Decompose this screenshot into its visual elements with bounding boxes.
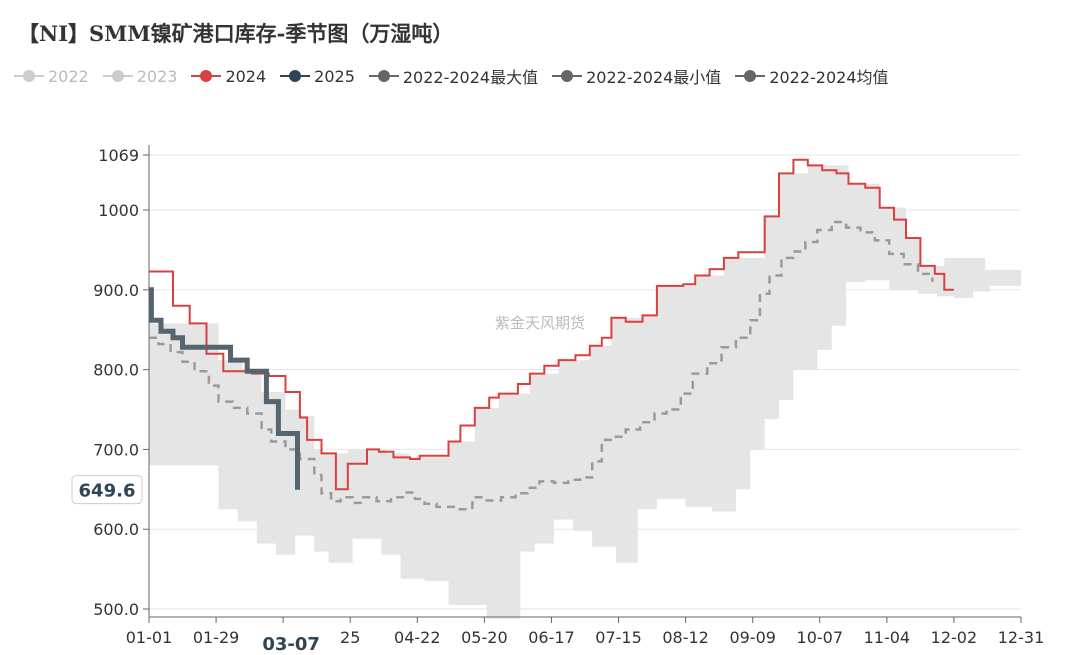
legend-item-0[interactable]: 2022 (14, 67, 89, 86)
legend-marker-icon (552, 70, 583, 82)
x-tick-label: 12-02 (931, 628, 978, 647)
y-tick-label: 900.0 (93, 281, 139, 300)
x-tick-label: 01-01 (126, 628, 173, 647)
legend-marker-icon (735, 70, 766, 82)
y-tick-label: 800.0 (93, 361, 139, 380)
chart-legend: 2022 2023 2024 2025 2022-2024最大值 2022-2024最小值… (14, 64, 903, 88)
x-tick-label: 06-17 (528, 628, 575, 647)
min-max-band (149, 165, 1021, 619)
legend-label: 2022 (48, 66, 89, 86)
series-line-2022-2024均值 (149, 220, 934, 511)
x-tick-label: 05-20 (461, 628, 508, 647)
legend-marker-icon (280, 70, 311, 82)
x-tick-label: 09-09 (729, 628, 776, 647)
x-tick-label: 04-22 (394, 628, 441, 647)
x-tick-label: 01-29 (193, 628, 240, 647)
y-tick-label: 1000 (98, 201, 139, 220)
x-tick-label: 10-07 (797, 628, 844, 647)
x-tick-label: 12-31 (998, 628, 1045, 647)
legend-marker-icon (14, 70, 44, 82)
legend-marker-icon (102, 70, 133, 82)
x-tick-label: 25 (340, 628, 360, 647)
legend-item-5[interactable]: 2022-2024最小值 (552, 64, 721, 88)
y-tick-label: 1069 (98, 146, 139, 165)
series-line-2024 (149, 158, 954, 491)
legend-label: 2024 (225, 66, 267, 86)
x-pointer-label: 03-07 (245, 631, 322, 655)
y-pointer-box (71, 475, 143, 505)
series-line-2025 (148, 287, 300, 490)
x-pointer-text: 03-07 (262, 634, 320, 655)
x-tick-label: 08-12 (662, 628, 709, 647)
legend-item-1[interactable]: 2023 (102, 66, 178, 86)
y-pointer-label: 649.6 (71, 475, 143, 505)
y-pointer-text: 649.6 (79, 481, 136, 502)
legend-item-3[interactable]: 2025 (280, 67, 355, 86)
y-tick-label: 500.0 (93, 600, 139, 619)
legend-item-2[interactable]: 2024 (191, 67, 266, 86)
legend-label: 2022-2024最大值 (402, 68, 539, 87)
legend-marker-icon (368, 70, 399, 82)
x-pointer-box (245, 631, 322, 655)
legend-item-6[interactable]: 2022-2024均值 (735, 64, 889, 88)
legend-label: 2022-2024均值 (769, 68, 889, 87)
chart-title: 【NI】SMM镍矿港口库存-季节图（万湿吨） (18, 21, 454, 46)
x-tick-label: 07-15 (595, 628, 642, 647)
legend-label: 2022-2024最小值 (586, 68, 722, 87)
legend-item-4[interactable]: 2022-2024最大值 (368, 64, 539, 88)
y-tick-label: 700.0 (93, 440, 139, 459)
x-tick-label: 11-04 (864, 628, 911, 647)
y-tick-label: 600.0 (93, 520, 139, 539)
legend-label: 2023 (136, 66, 178, 86)
legend-marker-icon (191, 70, 222, 82)
watermark: 紫金天风期货 (495, 314, 585, 332)
legend-label: 2025 (314, 66, 355, 86)
